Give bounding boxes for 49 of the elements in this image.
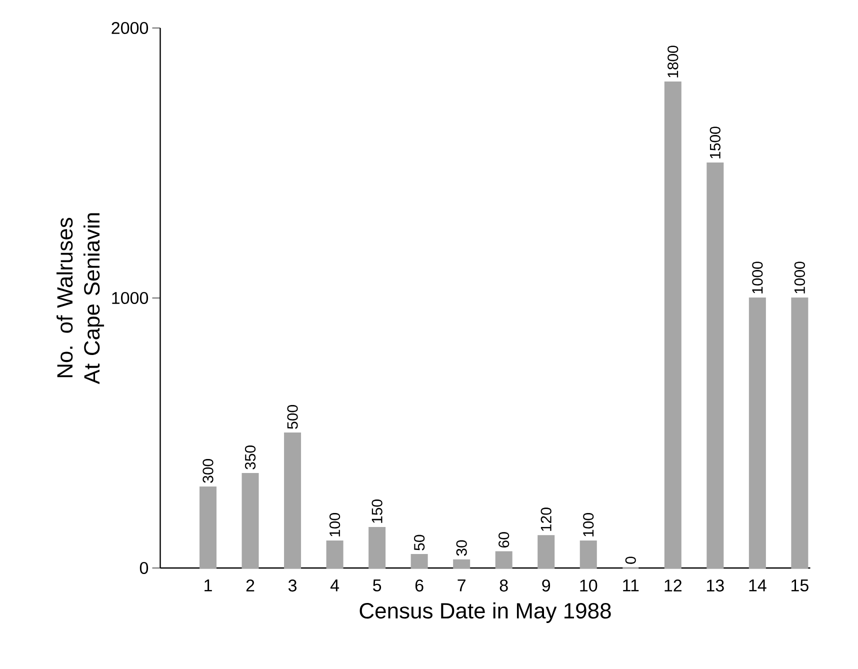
x-tick-label: 2 — [246, 580, 254, 592]
x-axis-title: Census Date in May 1988 — [360, 602, 611, 623]
bar — [200, 486, 217, 568]
bar — [748, 297, 766, 568]
bar — [410, 554, 428, 568]
bar — [284, 432, 302, 568]
data-label: 1000 — [752, 262, 763, 294]
data-label: 100 — [583, 513, 594, 536]
data-label: 1000 — [794, 262, 805, 294]
x-tick-label: 15 — [792, 580, 808, 592]
x-tick-label: 9 — [542, 580, 550, 592]
bar — [664, 81, 682, 568]
data-label: 300 — [202, 459, 214, 483]
data-label: 1500 — [710, 126, 720, 158]
data-label: 350 — [244, 446, 256, 470]
data-label: 1800 — [668, 46, 678, 78]
bar — [326, 540, 344, 568]
x-tick-label: 8 — [500, 580, 508, 592]
x-tick-label: 1 — [204, 580, 212, 592]
bar — [538, 535, 555, 568]
data-label: 30 — [456, 540, 467, 556]
data-label: 120 — [540, 508, 552, 531]
y-axis-title: No. of Walruses At Cape Seniavin — [56, 213, 104, 384]
data-label: 60 — [498, 532, 510, 548]
bar — [242, 473, 259, 568]
y-tick-label: 1000 — [112, 292, 148, 304]
bar — [368, 527, 386, 568]
x-tick-label: 12 — [664, 580, 682, 592]
y-tick-label: 0 — [140, 562, 148, 574]
x-tick-label: 14 — [749, 580, 766, 592]
x-tick-label: 7 — [458, 580, 466, 592]
bar — [453, 559, 470, 568]
x-tick-label: 3 — [288, 580, 297, 592]
data-label: 500 — [287, 405, 298, 429]
data-label: 150 — [372, 500, 382, 523]
bar — [580, 540, 597, 568]
x-tick-label: 11 — [623, 580, 639, 592]
x-tick-label: 13 — [707, 580, 724, 592]
bar — [791, 297, 808, 568]
bar — [495, 551, 512, 568]
x-tick-label: 6 — [415, 580, 424, 592]
data-label: 0 — [625, 556, 636, 564]
data-label: 100 — [329, 513, 340, 536]
bar — [706, 162, 724, 568]
data-label: 50 — [414, 534, 425, 550]
x-tick-label: 5 — [373, 580, 382, 592]
y-tick-label: 2000 — [112, 22, 148, 34]
x-tick-label: 4 — [330, 580, 340, 592]
x-tick-label: 10 — [580, 580, 598, 592]
